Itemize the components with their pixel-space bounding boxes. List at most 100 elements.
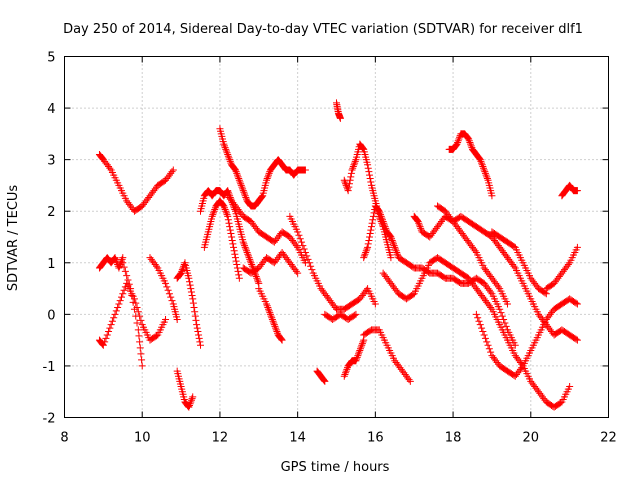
data-point [496, 305, 504, 313]
data-point [233, 261, 241, 269]
data-point [352, 357, 360, 365]
data-point [253, 276, 261, 284]
y-tick-label: 4 [47, 102, 55, 117]
data-point [382, 224, 390, 232]
data-point [364, 243, 372, 251]
data-point [359, 338, 367, 346]
series-track-aa [488, 228, 550, 298]
data-point [393, 250, 401, 258]
data-point [134, 308, 142, 316]
data-point [483, 173, 491, 181]
data-point [237, 180, 245, 188]
data-point [494, 283, 502, 291]
x-tick-label: 20 [523, 431, 540, 446]
data-point [481, 169, 489, 177]
data-point [380, 221, 388, 229]
data-point [227, 230, 235, 238]
data-point [210, 207, 218, 215]
data-point [169, 166, 177, 174]
x-axis-label: GPS time / hours [281, 460, 390, 475]
data-point [369, 212, 377, 220]
data-point [258, 193, 266, 201]
data-point [416, 223, 424, 231]
data-point [168, 168, 176, 176]
data-point [225, 154, 233, 162]
data-point [467, 142, 475, 150]
data-point [484, 341, 492, 349]
data-point [235, 271, 243, 279]
data-point [487, 303, 495, 311]
chart-title: Day 250 of 2014, Sidereal Day-to-day VTE… [63, 22, 583, 37]
data-point [474, 314, 482, 322]
data-point [364, 240, 372, 248]
data-point [197, 341, 204, 349]
series-track-j [216, 125, 309, 210]
data-point [211, 205, 219, 213]
data-point [480, 331, 488, 339]
data-point [358, 144, 366, 152]
data-point [294, 269, 302, 277]
data-point [320, 376, 328, 384]
series-track-u [360, 202, 519, 349]
data-point [503, 300, 511, 308]
data-point [393, 248, 401, 256]
data-point [224, 216, 232, 224]
data-point [415, 219, 423, 227]
data-point [355, 350, 363, 358]
data-point [371, 300, 379, 308]
data-point [476, 321, 484, 329]
data-point [173, 316, 181, 324]
data-point [120, 263, 128, 271]
data-point [471, 247, 479, 255]
data-point [269, 317, 277, 325]
series-track-c [95, 279, 170, 349]
data-point [349, 163, 357, 171]
data-point [573, 336, 581, 344]
data-point [417, 224, 425, 232]
data-point [360, 252, 368, 260]
data-point [244, 252, 252, 260]
data-point [124, 276, 132, 284]
data-point [222, 147, 230, 155]
data-point [479, 163, 487, 171]
data-point [165, 290, 173, 298]
data-point [152, 262, 160, 270]
data-point [498, 312, 506, 320]
data-point [320, 377, 328, 385]
data-point [356, 345, 364, 353]
data-point [365, 236, 373, 244]
data-point [187, 396, 195, 404]
plot-frame [64, 56, 609, 418]
data-point [345, 183, 353, 191]
data-point [257, 193, 265, 201]
data-point [345, 180, 353, 188]
data-point [270, 319, 278, 327]
data-point [264, 303, 272, 311]
data-point [180, 261, 188, 269]
data-point [572, 299, 580, 307]
data-point [278, 336, 286, 344]
data-point [185, 278, 193, 286]
data-point [252, 273, 260, 281]
data-point [566, 383, 574, 391]
x-tick-label: 14 [289, 431, 306, 446]
data-point [453, 140, 461, 148]
data-point [295, 231, 303, 239]
data-point [193, 321, 201, 329]
data-point [378, 214, 386, 222]
series-track-y [445, 130, 496, 200]
data-point [193, 324, 201, 332]
data-point [342, 367, 350, 375]
data-point [391, 243, 399, 251]
data-point [390, 242, 398, 250]
data-point [455, 135, 463, 143]
data-point [222, 209, 230, 217]
data-point [346, 176, 354, 184]
data-point [188, 395, 196, 403]
data-point [454, 138, 462, 146]
data-point [178, 267, 186, 275]
data-point [242, 247, 250, 255]
data-point [363, 245, 371, 253]
data-point [483, 338, 491, 346]
